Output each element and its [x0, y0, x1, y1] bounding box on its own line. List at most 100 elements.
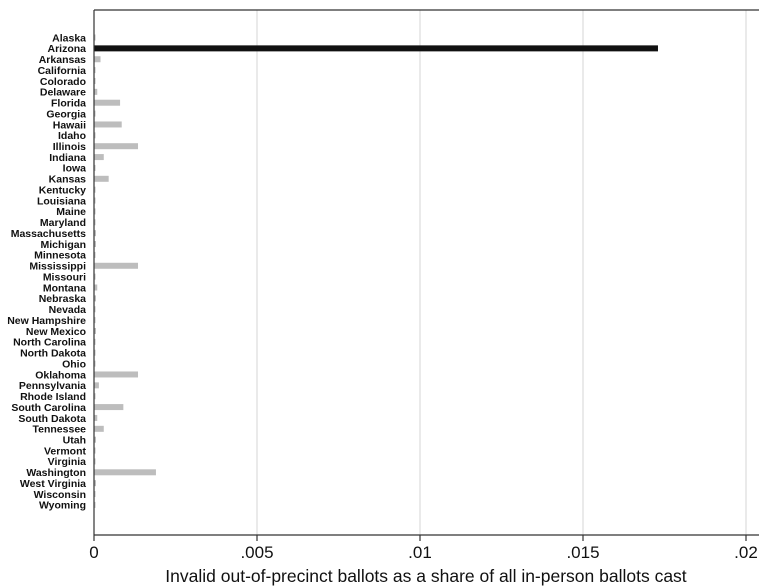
- bar-utah: [94, 436, 96, 443]
- bar-kentucky: [94, 186, 96, 193]
- category-label: Missouri: [43, 271, 86, 283]
- bar-hawaii: [94, 121, 122, 128]
- bar-montana: [94, 284, 98, 291]
- category-label: Washington: [26, 467, 86, 479]
- category-label: Hawaii: [53, 119, 86, 131]
- category-label: North Carolina: [13, 337, 86, 349]
- bar-north-dakota: [94, 349, 96, 356]
- bar-washington: [94, 469, 156, 476]
- category-label: Colorado: [40, 76, 86, 88]
- bar-rhode-island: [94, 393, 96, 400]
- category-label: Minnesota: [34, 250, 86, 262]
- category-label: California: [38, 65, 87, 77]
- bar-delaware: [94, 88, 98, 95]
- category-label: Pennsylvania: [19, 380, 86, 392]
- category-label: Nebraska: [39, 293, 86, 305]
- category-label: Illinois: [53, 141, 86, 153]
- category-label: Louisiana: [37, 195, 86, 207]
- bar-maryland: [94, 219, 96, 226]
- bar-oklahoma: [94, 371, 139, 378]
- bar-new-mexico: [94, 327, 96, 334]
- category-label: Michigan: [40, 239, 86, 251]
- bar-ohio: [94, 360, 96, 367]
- category-label: Georgia: [46, 108, 86, 120]
- category-label: Delaware: [40, 87, 86, 99]
- bar-pennsylvania: [94, 382, 99, 389]
- bar-louisiana: [94, 197, 96, 204]
- category-label: Nevada: [49, 304, 87, 316]
- state-labels: AlaskaArizonaArkansasCaliforniaColoradoD…: [7, 32, 86, 511]
- bar-michigan: [94, 241, 96, 248]
- category-label: New Hampshire: [7, 315, 86, 327]
- category-label: South Dakota: [18, 413, 86, 425]
- category-label: Ohio: [62, 358, 86, 370]
- bar-north-carolina: [94, 338, 96, 345]
- bar-massachusetts: [94, 230, 96, 237]
- bar-minnesota: [94, 251, 96, 258]
- category-label: Alaska: [52, 32, 86, 44]
- bar-indiana: [94, 154, 104, 161]
- category-label: Iowa: [63, 163, 86, 175]
- bar-georgia: [94, 110, 96, 117]
- category-label: Utah: [63, 434, 86, 446]
- bar-mississippi: [94, 262, 139, 269]
- bar-california: [94, 67, 96, 74]
- category-label: Virginia: [48, 456, 86, 468]
- category-label: Maine: [56, 206, 86, 218]
- category-label: Arizona: [47, 43, 86, 55]
- bar-west-virginia: [94, 480, 96, 487]
- category-label: Tennessee: [33, 424, 87, 436]
- bars: [94, 34, 658, 508]
- bar-illinois: [94, 143, 139, 150]
- bar-south-dakota: [94, 414, 98, 421]
- bar-idaho: [94, 132, 96, 139]
- bar-nevada: [94, 306, 96, 313]
- bar-wisconsin: [94, 491, 96, 498]
- bar-arizona: [94, 45, 658, 52]
- bar-nebraska: [94, 295, 96, 302]
- category-label: Wisconsin: [34, 489, 86, 501]
- category-label: Oklahoma: [35, 369, 86, 381]
- plot-area: [94, 10, 759, 535]
- category-label: Idaho: [58, 130, 86, 142]
- category-label: Florida: [51, 98, 86, 110]
- category-label: Massachusetts: [11, 228, 86, 240]
- bar-missouri: [94, 273, 96, 280]
- category-label: North Dakota: [20, 348, 86, 360]
- category-label: Montana: [43, 282, 86, 294]
- bar-iowa: [94, 164, 96, 171]
- bar-kansas: [94, 175, 109, 182]
- bar-arkansas: [94, 56, 101, 63]
- category-label: Kansas: [49, 174, 87, 186]
- bar-tennessee: [94, 425, 104, 432]
- category-label: Arkansas: [39, 54, 86, 66]
- x-tick-label: .005: [240, 543, 273, 562]
- bar-new-hampshire: [94, 317, 96, 324]
- bar-vermont: [94, 447, 96, 454]
- category-label: Kentucky: [39, 184, 86, 196]
- category-label: South Carolina: [11, 402, 86, 414]
- category-label: Rhode Island: [20, 391, 86, 403]
- category-label: Vermont: [44, 445, 87, 457]
- category-label: Maryland: [40, 217, 86, 229]
- category-label: Wyoming: [39, 500, 86, 512]
- x-tick-label: .015: [566, 543, 599, 562]
- x-tick-label: 0: [89, 543, 98, 562]
- gridlines: [256, 10, 747, 535]
- x-ticks: 0 .005 .01 .015 .02: [89, 535, 758, 562]
- x-axis-title: Invalid out-of-precinct ballots as a sha…: [165, 566, 687, 586]
- bar-florida: [94, 99, 121, 106]
- x-tick-label: .02: [734, 543, 758, 562]
- bar-virginia: [94, 458, 96, 465]
- category-label: New Mexico: [26, 326, 86, 338]
- category-label: Indiana: [49, 152, 86, 164]
- bar-colorado: [94, 77, 96, 84]
- bar-maine: [94, 208, 96, 215]
- bar-alaska: [94, 34, 96, 41]
- category-label: West Virginia: [20, 478, 86, 490]
- x-tick-label: .01: [408, 543, 432, 562]
- bar-wyoming: [94, 501, 96, 508]
- category-label: Mississippi: [29, 261, 86, 273]
- bar-south-carolina: [94, 404, 124, 411]
